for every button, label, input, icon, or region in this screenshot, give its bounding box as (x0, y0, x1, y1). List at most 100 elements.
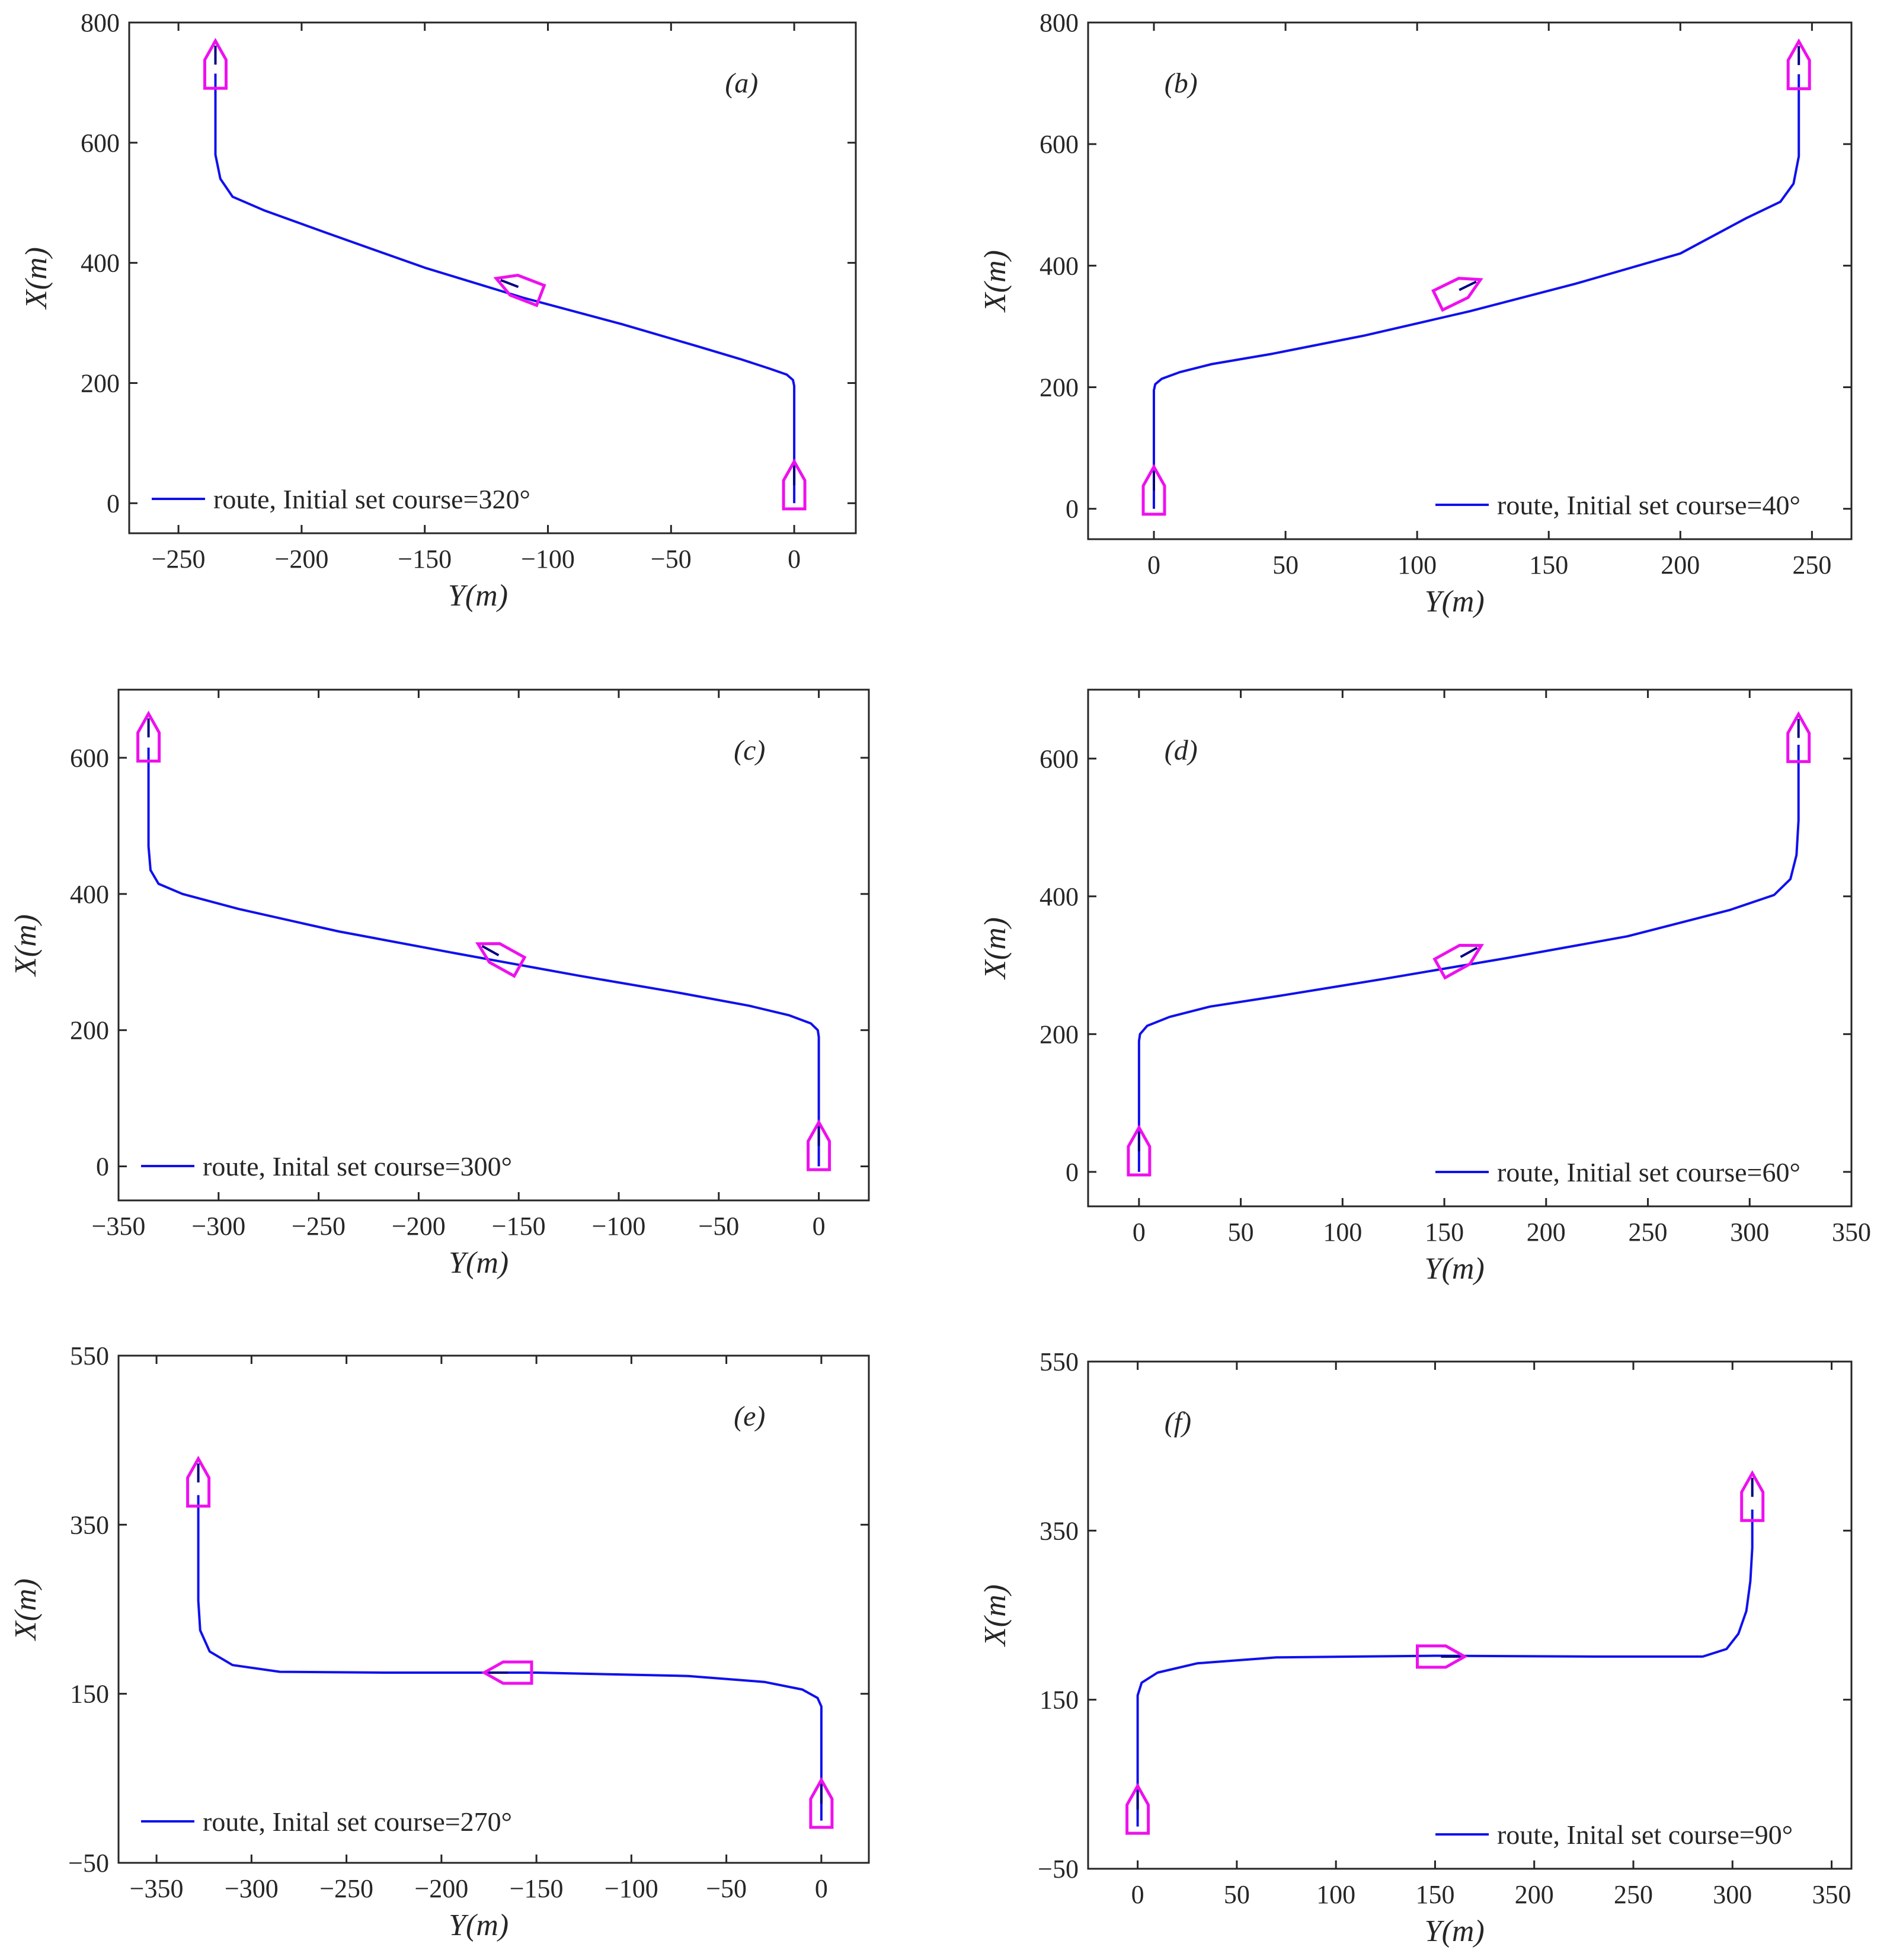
x-tick-label: 250 (1629, 1218, 1668, 1247)
y-tick-label: 600 (81, 129, 120, 158)
ship-start (807, 1119, 831, 1171)
x-tick-label: 300 (1730, 1218, 1769, 1247)
ship-hull (1786, 711, 1811, 763)
ship-heading-line (481, 944, 500, 956)
x-tick-label: 150 (1415, 1880, 1454, 1909)
ship-hull (1125, 1783, 1150, 1835)
axes-frame (1087, 21, 1853, 540)
route-line (197, 1495, 823, 1821)
x-tick-label: −350 (92, 1212, 146, 1241)
ship-hull (136, 710, 161, 763)
ship-mid (1431, 277, 1483, 312)
x-axis-label: Y(m) (1425, 1914, 1485, 1948)
panel-label: (a) (725, 68, 758, 99)
x-tick-label: 250 (1614, 1880, 1653, 1909)
ship-hull (1432, 943, 1484, 980)
ship-end (1786, 711, 1811, 763)
y-tick-label: 600 (1040, 744, 1079, 773)
x-tick-label: −150 (492, 1212, 546, 1241)
panel-label: (d) (1165, 735, 1198, 766)
ship-hull (475, 942, 527, 978)
y-axis-label: X(m) (978, 250, 1012, 313)
ship-mid (1416, 1644, 1468, 1669)
ship-mid (493, 273, 546, 308)
x-tick-label: 0 (1133, 1218, 1146, 1247)
ship-hull (782, 458, 807, 511)
ship-start (809, 1777, 834, 1829)
panel-label: (b) (1165, 68, 1198, 99)
x-tick-label: −200 (392, 1212, 446, 1241)
x-tick-label: 0 (813, 1212, 826, 1241)
route-line (1153, 74, 1800, 509)
ship-mid (481, 1660, 533, 1685)
ship-mid (1432, 943, 1484, 980)
x-tick-label: −150 (398, 545, 452, 574)
x-tick-label: 200 (1661, 550, 1700, 579)
ship-hull (186, 1455, 211, 1508)
y-tick-label: 400 (81, 249, 120, 278)
ship-heading-line (1460, 946, 1478, 958)
x-tick-label: −100 (521, 545, 575, 574)
x-tick-label: 100 (1323, 1218, 1362, 1247)
x-tick-label: −250 (292, 1212, 346, 1241)
x-tick-label: 50 (1272, 550, 1298, 579)
x-tick-label: −300 (191, 1212, 245, 1241)
axes-frame (117, 688, 870, 1202)
ship-heading-line (500, 278, 519, 289)
ship-end (1740, 1470, 1765, 1522)
y-tick-label: 0 (96, 1152, 109, 1181)
y-tick-label: 600 (1040, 130, 1079, 159)
ship-hull (1740, 1470, 1765, 1522)
y-tick-label: −50 (1038, 1855, 1079, 1884)
y-axis-label: X(m) (9, 914, 43, 977)
ship-start (1141, 463, 1166, 516)
axes-frame (1087, 688, 1853, 1208)
route-line (1136, 1509, 1754, 1827)
ship-end (136, 710, 161, 763)
x-tick-label: −150 (510, 1874, 564, 1903)
y-axis-label: X(m) (978, 917, 1012, 980)
legend-label: route, Initial set course=60° (1497, 1157, 1800, 1187)
panel-label: (e) (734, 1401, 765, 1432)
y-tick-label: 200 (1040, 1020, 1079, 1049)
panel-c: −350 −300 −250 −200 −150 −100 −50 0 0 200 400 600 Y(… (9, 688, 870, 1280)
x-axis-label: Y(m) (1425, 585, 1485, 619)
x-tick-label: 350 (1832, 1218, 1871, 1247)
x-tick-label: 50 (1228, 1218, 1254, 1247)
panel-a: −250 −200 −150 −100 −50 0 0 200 400 600 800 Y(m) X(m… (20, 8, 857, 613)
y-tick-label: 550 (70, 1341, 109, 1370)
y-tick-label: 200 (81, 369, 120, 398)
ship-hull (1786, 38, 1811, 91)
x-tick-label: −200 (414, 1874, 468, 1903)
panel-f: 0 50 100 150 200 250 300 350 −50 150 350 550 Y(m) X(m… (978, 1347, 1853, 1948)
x-tick-label: −250 (319, 1874, 373, 1903)
panel-label: (f) (1165, 1407, 1191, 1438)
x-tick-label: 100 (1397, 550, 1437, 579)
x-tick-label: 350 (1812, 1880, 1851, 1909)
x-tick-label: 0 (788, 545, 801, 574)
y-tick-label: −50 (68, 1849, 109, 1878)
ship-end (186, 1455, 211, 1508)
y-axis-label: X(m) (978, 1584, 1012, 1647)
ship-hull (1416, 1644, 1468, 1669)
y-tick-label: 350 (1040, 1516, 1079, 1545)
route-line (147, 747, 820, 1167)
ship-start (1127, 1124, 1152, 1177)
x-tick-label: 0 (1131, 1880, 1144, 1909)
ship-heading-line (1459, 280, 1477, 292)
ship-start (1125, 1783, 1150, 1835)
x-axis-label: Y(m) (1425, 1252, 1485, 1286)
y-tick-label: 800 (1040, 8, 1079, 37)
x-tick-label: −50 (706, 1874, 747, 1903)
legend-label: route, Inital set course=270° (203, 1807, 512, 1837)
legend-label: route, Initial set course=40° (1497, 490, 1800, 520)
ship-hull (1431, 277, 1483, 312)
x-tick-label: −50 (651, 545, 692, 574)
x-tick-label: 250 (1792, 550, 1831, 579)
y-tick-label: 350 (70, 1510, 109, 1539)
x-tick-label: −100 (592, 1212, 646, 1241)
ship-hull (809, 1777, 834, 1829)
y-tick-label: 400 (1040, 882, 1079, 911)
panel-e: −350 −300 −250 −200 −150 −100 −50 0 −50 150 350 550… (9, 1341, 870, 1942)
